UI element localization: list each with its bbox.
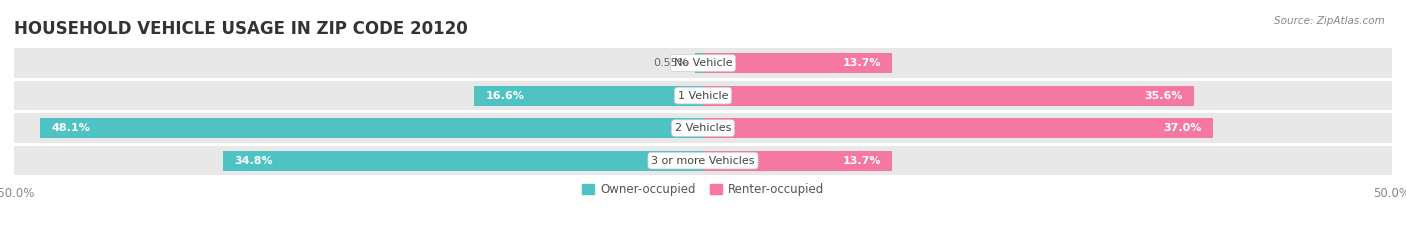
- Text: 35.6%: 35.6%: [1144, 91, 1182, 101]
- Bar: [696, 53, 703, 73]
- Legend: Owner-occupied, Renter-occupied: Owner-occupied, Renter-occupied: [578, 178, 828, 201]
- Text: 1 Vehicle: 1 Vehicle: [678, 91, 728, 101]
- Bar: [14, 113, 1392, 143]
- Text: 0.55%: 0.55%: [654, 58, 689, 68]
- Text: 13.7%: 13.7%: [842, 156, 880, 166]
- Text: 3 or more Vehicles: 3 or more Vehicles: [651, 156, 755, 166]
- Bar: [14, 48, 1392, 78]
- Bar: [703, 118, 1213, 138]
- Bar: [703, 53, 891, 73]
- Text: 34.8%: 34.8%: [235, 156, 273, 166]
- Bar: [41, 118, 703, 138]
- Text: HOUSEHOLD VEHICLE USAGE IN ZIP CODE 20120: HOUSEHOLD VEHICLE USAGE IN ZIP CODE 2012…: [14, 20, 468, 38]
- Text: No Vehicle: No Vehicle: [673, 58, 733, 68]
- Text: Source: ZipAtlas.com: Source: ZipAtlas.com: [1274, 16, 1385, 26]
- Bar: [224, 151, 703, 171]
- Bar: [703, 151, 891, 171]
- Bar: [14, 81, 1392, 110]
- Text: 37.0%: 37.0%: [1163, 123, 1202, 133]
- Bar: [474, 86, 703, 106]
- Bar: [703, 86, 1194, 106]
- Bar: [14, 146, 1392, 175]
- Text: 13.7%: 13.7%: [842, 58, 880, 68]
- Text: 16.6%: 16.6%: [485, 91, 524, 101]
- Text: 2 Vehicles: 2 Vehicles: [675, 123, 731, 133]
- Text: 48.1%: 48.1%: [51, 123, 90, 133]
